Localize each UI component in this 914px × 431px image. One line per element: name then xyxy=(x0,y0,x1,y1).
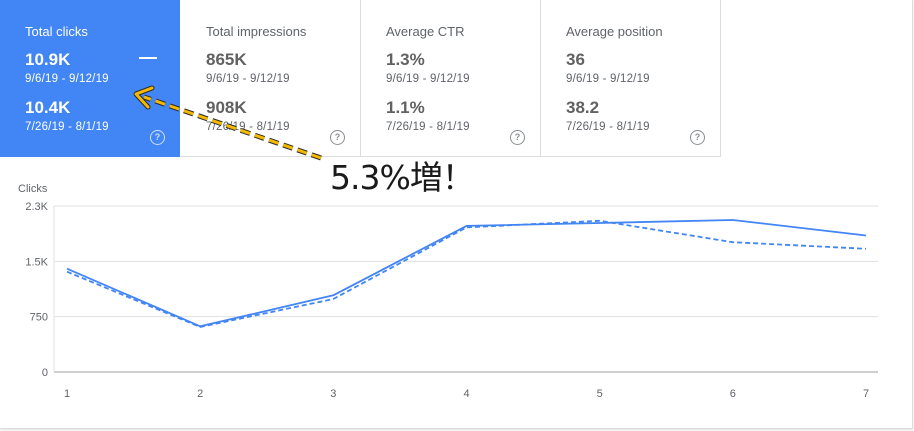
card-current-range: 9/6/19 - 9/12/19 xyxy=(206,73,290,85)
card-total-clicks[interactable]: Total clicks 10.9K 9/6/19 - 9/12/19 10.4… xyxy=(0,0,180,157)
metric-cards: Total clicks 10.9K 9/6/19 - 9/12/19 10.4… xyxy=(0,0,722,157)
x-tick-label: 2 xyxy=(197,388,203,400)
previous-period-line xyxy=(66,219,867,328)
card-previous-value: 38.2 xyxy=(566,98,600,117)
y-axis-title: Clicks xyxy=(18,183,48,195)
arrow-head xyxy=(134,86,154,109)
x-tick-label: 1 xyxy=(64,388,70,400)
card-title: Average position xyxy=(566,24,663,39)
card-current-range: 9/6/19 - 9/12/19 xyxy=(386,73,470,85)
card-current-range: 9/6/19 - 9/12/19 xyxy=(25,73,109,85)
series-layer xyxy=(66,219,867,328)
x-tick-label: 4 xyxy=(463,388,469,400)
annotation-arrow xyxy=(133,85,322,161)
current-period-line xyxy=(66,219,867,328)
card-current-value: 36 xyxy=(566,50,585,69)
card-previous-range: 7/26/19 - 8/1/19 xyxy=(566,121,650,133)
y-tick-label: 750 xyxy=(30,312,48,324)
y-tick-label: 0 xyxy=(42,367,48,379)
x-tick-label: 5 xyxy=(597,388,603,400)
grid-layer xyxy=(54,205,878,373)
card-current-value: 10.9K xyxy=(25,50,71,69)
help-icon[interactable]: ? xyxy=(330,130,345,145)
card-previous-value: 10.4K xyxy=(25,98,71,117)
card-previous-value: 1.1% xyxy=(386,98,425,117)
card-average-ctr[interactable]: Average CTR 1.3% 9/6/19 - 9/12/19 1.1% 7… xyxy=(361,0,541,157)
y-tick-label: 2.3K xyxy=(25,201,48,213)
card-current-value: 1.3% xyxy=(386,50,425,69)
card-total-impressions[interactable]: Total impressions 865K 9/6/19 - 9/12/19 … xyxy=(181,0,361,157)
card-title: Average CTR xyxy=(386,24,465,39)
x-tick-label: 3 xyxy=(330,388,336,400)
growth-annotation: 5.3%増！ xyxy=(330,158,475,197)
y-tick-label: 1.5K xyxy=(25,256,48,268)
x-tick-label: 7 xyxy=(863,388,869,400)
card-previous-range: 7/26/19 - 8/1/19 xyxy=(25,121,109,133)
card-title: Total impressions xyxy=(206,24,307,39)
card-title: Total clicks xyxy=(25,24,88,39)
x-tick-label: 6 xyxy=(730,388,736,400)
card-average-position[interactable]: Average position 36 9/6/19 - 9/12/19 38.… xyxy=(541,0,721,157)
help-icon[interactable]: ? xyxy=(690,130,705,145)
card-current-value: 865K xyxy=(206,50,247,69)
card-previous-range: 7/26/19 - 8/1/19 xyxy=(206,121,290,133)
help-icon[interactable]: ? xyxy=(150,130,165,145)
card-previous-value: 908K xyxy=(206,98,247,117)
axis-layer: 0 750 1.5K 2.3K 1 2 3 4 5 6 7 xyxy=(25,201,869,400)
card-previous-range: 7/26/19 - 8/1/19 xyxy=(386,121,470,133)
solid-line-legend-icon xyxy=(139,57,157,59)
arrow-shaft xyxy=(143,95,322,160)
card-current-range: 9/6/19 - 9/12/19 xyxy=(566,73,650,85)
help-icon[interactable]: ? xyxy=(510,130,525,145)
